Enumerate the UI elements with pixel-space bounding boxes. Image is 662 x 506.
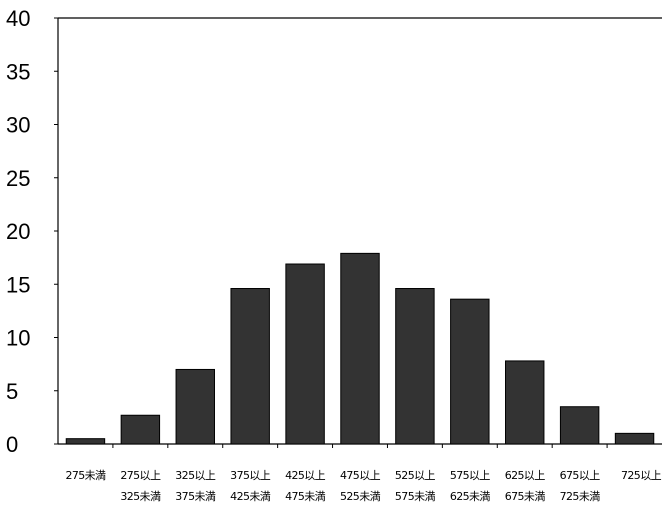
x-tick-label: 525未満 (340, 490, 381, 503)
x-tick-label: 725未満 (560, 490, 601, 503)
x-tick-label: 425以上 (285, 469, 326, 482)
x-tick-label: 425未満 (230, 490, 271, 503)
x-tick-label: 675未満 (505, 490, 546, 503)
y-tick-label: 5 (6, 379, 18, 404)
x-axis: 275未満 275以上 325未満 325以上 375未満 375以上 425未満 425以上… (65, 444, 662, 503)
x-tick-label: 475未満 (285, 490, 326, 503)
bar (340, 252, 380, 445)
y-axis: 0 5 10 15 20 25 30 35 40 (6, 6, 58, 457)
x-tick-label: 625未満 (450, 490, 491, 503)
x-tick-label: 525以上 (395, 469, 436, 482)
x-tick-label: 275未満 (65, 469, 106, 482)
bar (230, 288, 270, 445)
x-tick-label: 325以上 (175, 469, 216, 482)
x-tick-label: 625以上 (505, 469, 546, 482)
bar (559, 406, 600, 445)
bar (65, 438, 106, 445)
y-tick-label: 25 (6, 166, 30, 191)
x-tick-label: 475以上 (340, 469, 381, 482)
y-tick-label: 10 (6, 326, 30, 351)
y-tick-label: 30 (6, 113, 30, 138)
y-tick-label: 15 (6, 272, 30, 297)
x-tick-label: 575以上 (450, 469, 491, 482)
y-tick-label: 40 (6, 6, 30, 31)
x-tick-label: 675以上 (560, 469, 601, 482)
bar (285, 263, 325, 445)
bar (450, 298, 490, 445)
x-tick-label: 375未満 (175, 490, 216, 503)
bar (505, 360, 545, 445)
x-tick-label: 575未満 (395, 490, 436, 503)
y-tick-label: 35 (6, 59, 30, 84)
y-tick-label: 0 (6, 432, 18, 457)
bar (395, 288, 435, 445)
bar (120, 414, 161, 445)
x-tick-label: 325未満 (120, 490, 161, 503)
x-tick-label: 725以上 (621, 469, 662, 482)
x-tick-label: 275以上 (120, 469, 161, 482)
bar (175, 368, 215, 445)
x-tick-label: 375以上 (230, 469, 271, 482)
y-tick-label: 20 (6, 219, 30, 244)
bar (614, 432, 655, 445)
bars (65, 252, 655, 445)
